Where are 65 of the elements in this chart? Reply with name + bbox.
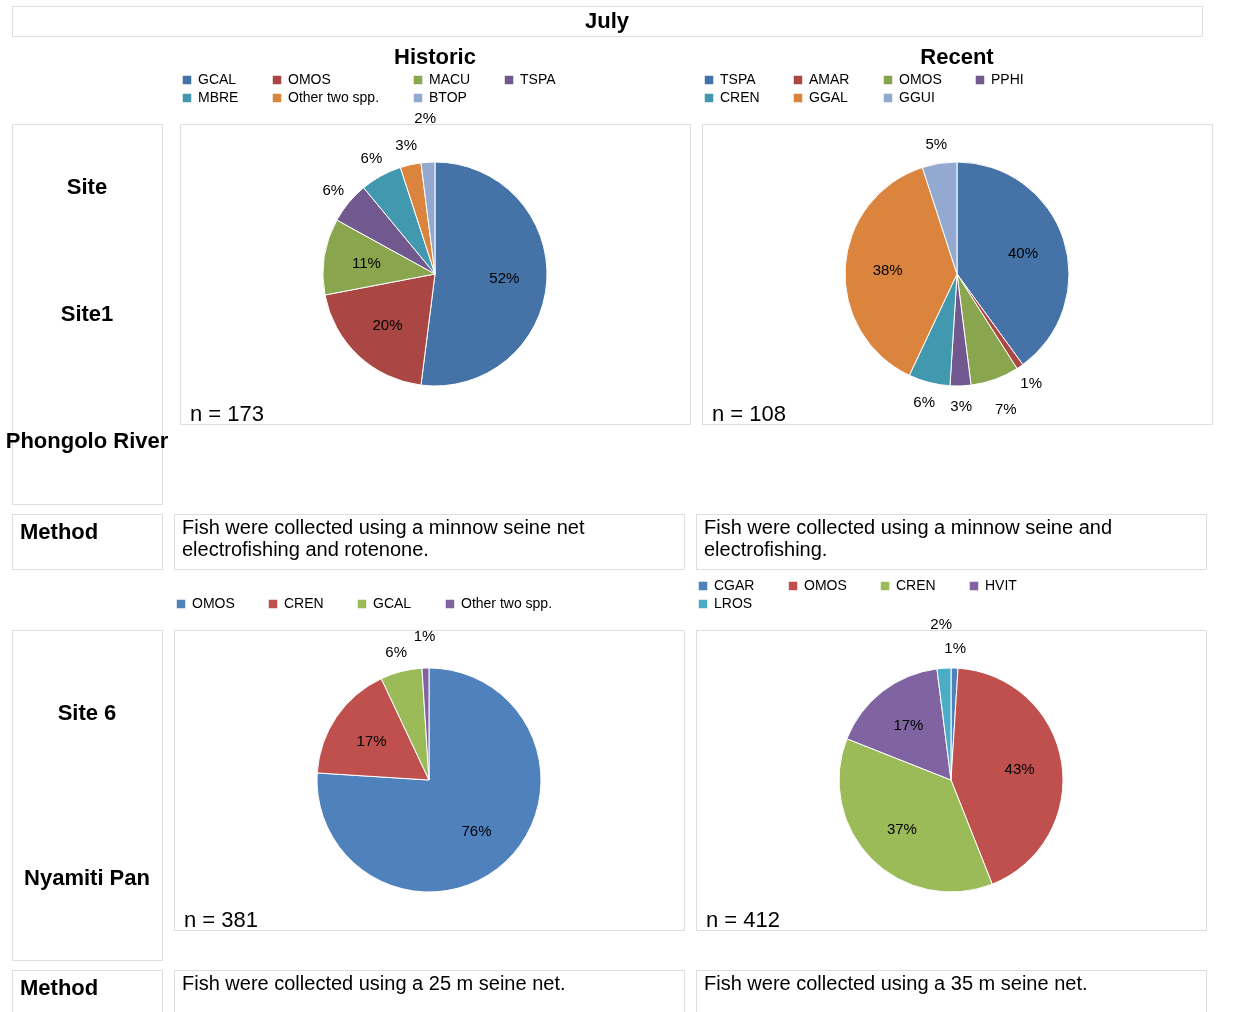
text: Fish were collected using a 25 m seine net. bbox=[182, 972, 566, 994]
data-label: 1% bbox=[1020, 374, 1043, 392]
legend-label: LROS bbox=[714, 595, 753, 611]
text: n = 173 bbox=[190, 401, 265, 426]
legend-label: HVIT bbox=[985, 577, 1018, 593]
text: Fish were collected using a minnow seine and electrofishing. bbox=[704, 516, 1112, 560]
legend-label: MACU bbox=[429, 71, 471, 87]
text: Site bbox=[66, 174, 108, 200]
legend-label: CREN bbox=[896, 577, 936, 593]
text: n = 412 bbox=[706, 907, 781, 932]
data-label: 6% bbox=[913, 392, 936, 410]
legend-label: AMAR bbox=[809, 71, 850, 87]
data-label: 17% bbox=[893, 716, 924, 734]
legend-label: GGUI bbox=[899, 89, 935, 105]
text: n = 108 bbox=[712, 401, 787, 426]
legend-label: OMOS bbox=[804, 577, 847, 593]
data-label: 17% bbox=[356, 731, 387, 749]
legend-label: CREN bbox=[284, 595, 324, 611]
data-label: 38% bbox=[872, 260, 903, 278]
legend-label: Other two spp. bbox=[461, 595, 553, 611]
legend-label: GGAL bbox=[809, 89, 849, 105]
legend-label: CGAR bbox=[714, 577, 755, 593]
data-label: 37% bbox=[886, 820, 917, 838]
data-label: 20% bbox=[372, 315, 403, 333]
text: Fish were collected using a 35 m seine net. bbox=[704, 972, 1088, 994]
legend-label: TSPA bbox=[720, 71, 757, 87]
legend-label: OMOS bbox=[192, 595, 235, 611]
text: Nyamiti Pan bbox=[24, 864, 150, 890]
data-label: 7% bbox=[994, 400, 1017, 418]
data-label: 76% bbox=[461, 821, 492, 839]
legend-label: TSPA bbox=[520, 71, 557, 87]
chart-title: Recent bbox=[920, 44, 995, 69]
data-label: 6% bbox=[322, 180, 345, 198]
text: n = 381 bbox=[184, 907, 259, 932]
data-label: 5% bbox=[925, 134, 948, 152]
legend-label: GCAL bbox=[373, 595, 412, 611]
data-label: 11% bbox=[351, 254, 381, 272]
legend-label: PPHI bbox=[991, 71, 1024, 87]
data-label: 1% bbox=[944, 639, 966, 657]
data-label: 6% bbox=[385, 643, 408, 661]
text: Site1 bbox=[60, 301, 114, 326]
text: Site 6 bbox=[57, 699, 117, 725]
data-label: 3% bbox=[395, 136, 418, 154]
legend-label: BTOP bbox=[429, 89, 467, 105]
data-label: 2% bbox=[414, 109, 437, 127]
text: Fish were collected using a minnow seine net electrofishing and rotenone. bbox=[182, 516, 585, 560]
data-label: 2% bbox=[930, 615, 953, 633]
data-label: 43% bbox=[1004, 760, 1035, 778]
text: July bbox=[584, 8, 630, 33]
pie-slice bbox=[316, 667, 542, 893]
data-label: 3% bbox=[950, 396, 972, 414]
data-label: 6% bbox=[360, 149, 383, 167]
data-label: 40% bbox=[1008, 243, 1039, 261]
legend-label: Other two spp. bbox=[288, 89, 380, 105]
legend-label: MBRE bbox=[198, 89, 239, 105]
chart-title: Historic bbox=[394, 44, 476, 69]
legend-label: OMOS bbox=[899, 71, 942, 87]
data-label: 52% bbox=[489, 269, 520, 287]
legend-label: GCAL bbox=[198, 71, 237, 87]
legend-label: OMOS bbox=[288, 71, 331, 87]
text: Method bbox=[20, 974, 99, 1000]
text: Phongolo River bbox=[5, 427, 169, 453]
legend-label: CREN bbox=[720, 89, 760, 105]
text: Method bbox=[20, 518, 99, 544]
data-label: 1% bbox=[413, 627, 436, 645]
